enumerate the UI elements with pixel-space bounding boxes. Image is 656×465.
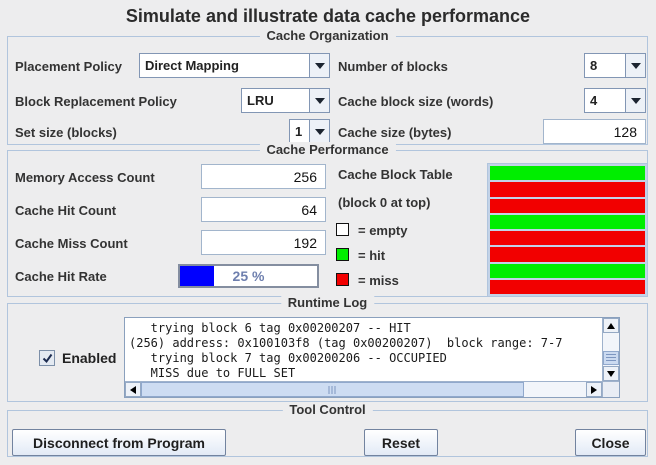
cache-block-size-label: Cache block size (words) [338,94,494,109]
scroll-left-icon[interactable] [125,382,141,397]
cache-block-row [490,279,645,294]
cache-block-row [490,231,645,246]
log-text[interactable]: trying block 6 tag 0x00200207 -- HIT (25… [129,321,563,380]
cache-hit-count-field: 64 [201,197,326,222]
legend-miss-label: = miss [358,273,399,288]
placement-policy-select[interactable]: Direct Mapping [139,53,330,78]
cache-performance-title: Cache Performance [259,142,396,157]
set-size-value: 1 [295,124,303,139]
cache-organization-title: Cache Organization [259,28,396,43]
cache-organization-panel: Cache Organization Placement Policy Dire… [7,28,648,145]
block-replacement-policy-value: LRU [247,93,274,108]
cache-miss-count-field: 192 [201,230,326,255]
legend-swatch-empty [336,223,349,236]
set-size-select[interactable]: 1 [289,119,330,144]
reset-button[interactable]: Reset [364,429,438,456]
cache-block-row [490,214,645,229]
chevron-down-icon[interactable] [625,89,645,112]
close-button[interactable]: Close [575,429,646,456]
chevron-down-icon[interactable] [309,54,329,77]
tool-control-title: Tool Control [282,402,373,417]
legend-swatch-miss [336,273,349,286]
chevron-down-icon[interactable] [309,120,329,143]
cache-hit-rate-label: Cache Hit Rate [15,269,107,284]
cache-block-row [490,263,645,278]
cache-size-label: Cache size (bytes) [338,125,452,140]
scroll-right-icon[interactable] [586,382,602,397]
cache-hit-count-label: Cache Hit Count [15,203,117,218]
enabled-label: Enabled [62,350,117,366]
block-replacement-policy-select[interactable]: LRU [241,88,330,113]
cache-block-size-value: 4 [590,93,598,108]
chevron-down-icon[interactable] [309,89,329,112]
horizontal-scrollbar[interactable] [125,381,602,397]
runtime-log-title: Runtime Log [280,295,375,310]
progress-fill [180,266,215,286]
progress-value: 25 % [232,268,265,284]
page-title: Simulate and illustrate data cache perfo… [125,6,531,26]
set-size-label: Set size (blocks) [15,125,117,140]
number-of-blocks-select[interactable]: 8 [584,53,646,78]
scroll-down-icon[interactable] [603,366,619,381]
placement-policy-value: Direct Mapping [145,58,239,73]
chevron-down-icon[interactable] [625,54,645,77]
cache-hit-rate-progressbar: 25 % [178,264,319,288]
memory-access-count-field: 256 [201,164,326,189]
cache-miss-count-label: Cache Miss Count [15,236,128,251]
cache-block-row [490,247,645,262]
number-of-blocks-value: 8 [590,58,598,73]
enabled-checkbox[interactable]: Enabled [39,350,116,366]
cache-block-row [490,166,645,181]
cache-block-table [487,163,648,297]
number-of-blocks-label: Number of blocks [338,59,448,74]
legend-empty-label: = empty [358,223,408,238]
legend-hit-label: = hit [358,248,386,263]
cache-block-row [490,198,645,213]
scrollbar-corner [602,381,619,397]
cache-size-field: 128 [543,119,646,144]
legend-swatch-hit [336,248,349,261]
vertical-scrollbar-thumb[interactable] [603,351,619,365]
runtime-log-panel: Runtime Log Enabled trying block 6 tag 0… [7,295,648,402]
vertical-scrollbar[interactable] [602,318,619,381]
disconnect-from-program-button[interactable]: Disconnect from Program [12,429,226,456]
checkbox-box[interactable] [39,350,55,366]
block-replacement-policy-label: Block Replacement Policy [15,94,177,109]
scroll-up-icon[interactable] [603,318,619,333]
cache-block-table-label: Cache Block Table [338,167,453,182]
placement-policy-label: Placement Policy [15,59,122,74]
block-0-at-top-label: (block 0 at top) [338,195,431,210]
tool-control-panel: Tool Control Disconnect from Program Res… [7,402,648,457]
cache-block-row [490,182,645,197]
memory-access-count-label: Memory Access Count [15,170,155,185]
cache-block-size-select[interactable]: 4 [584,88,646,113]
runtime-log-scrollpane: trying block 6 tag 0x00200207 -- HIT (25… [124,317,620,398]
horizontal-scrollbar-thumb[interactable] [141,382,524,397]
cache-performance-panel: Cache Performance Memory Access Count 25… [7,142,648,297]
thumb-grip [328,386,337,394]
check-icon [42,353,52,363]
